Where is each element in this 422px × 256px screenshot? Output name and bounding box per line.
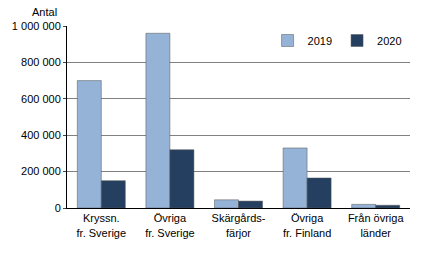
svg-text:2020: 2020 xyxy=(377,35,401,47)
svg-text:Antal: Antal xyxy=(32,6,57,18)
svg-text:200 000: 200 000 xyxy=(21,165,61,177)
svg-text:Från övrigaländer: Från övrigaländer xyxy=(348,212,405,238)
svg-text:Skärgårds-färjor: Skärgårds-färjor xyxy=(212,212,266,238)
svg-text:0: 0 xyxy=(55,202,61,214)
svg-text:Övrigafr. Finland: Övrigafr. Finland xyxy=(283,212,331,238)
svg-text:Övrigafr. Sverige: Övrigafr. Sverige xyxy=(145,212,195,238)
svg-text:600 000: 600 000 xyxy=(21,93,61,105)
svg-text:400 000: 400 000 xyxy=(21,129,61,141)
svg-text:800 000: 800 000 xyxy=(21,56,61,68)
svg-text:2019: 2019 xyxy=(308,35,332,47)
svg-text:1 000 000: 1 000 000 xyxy=(12,20,61,32)
svg-text:Kryssn.fr. Sverige: Kryssn.fr. Sverige xyxy=(77,212,127,238)
